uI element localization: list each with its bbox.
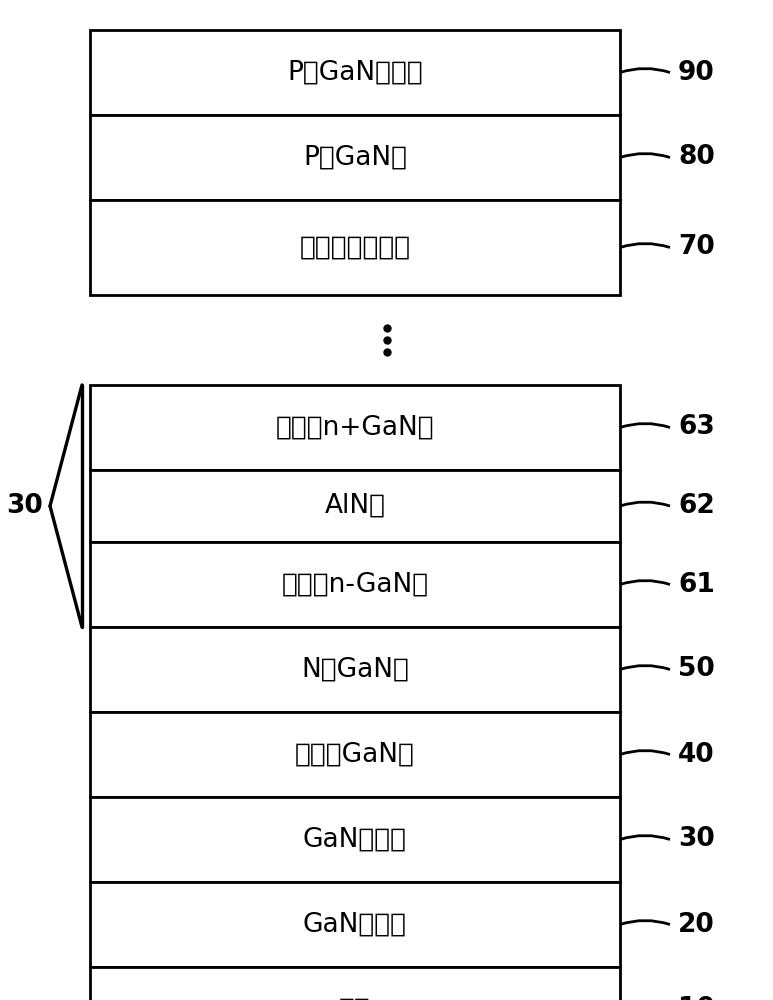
Text: P型GaN接触层: P型GaN接触层	[287, 60, 423, 86]
Text: 61: 61	[678, 572, 715, 597]
Bar	[90, 542, 620, 627]
Bar	[90, 797, 620, 882]
Bar	[90, 967, 620, 1000]
Text: 70: 70	[678, 234, 715, 260]
Bar	[90, 385, 620, 470]
Text: 62: 62	[678, 493, 715, 519]
Text: 40: 40	[678, 742, 714, 768]
Bar	[90, 115, 620, 200]
Text: GaN成核层: GaN成核层	[303, 912, 407, 938]
Text: N型GaN层: N型GaN层	[301, 656, 409, 682]
Text: 多量子阱发光层: 多量子阱发光层	[299, 234, 410, 260]
Text: 轻掺杂n-GaN层: 轻掺杂n-GaN层	[281, 572, 428, 597]
Bar	[90, 470, 620, 542]
Text: 重掺杂n+GaN层: 重掺杂n+GaN层	[276, 414, 434, 440]
Bar	[90, 712, 620, 797]
Text: 10: 10	[678, 996, 715, 1000]
Text: 非掺杂GaN层: 非掺杂GaN层	[295, 742, 415, 768]
Text: 80: 80	[678, 144, 715, 170]
Text: 衬底: 衬底	[339, 996, 371, 1000]
Text: 30: 30	[678, 826, 715, 852]
Text: 50: 50	[678, 656, 715, 682]
Text: P型GaN层: P型GaN层	[303, 144, 407, 170]
Bar	[90, 627, 620, 712]
Text: 30: 30	[7, 493, 43, 519]
Bar	[90, 882, 620, 967]
Text: 63: 63	[678, 414, 715, 440]
Text: GaN缓冲层: GaN缓冲层	[303, 826, 407, 852]
Bar	[90, 200, 620, 295]
Text: 20: 20	[678, 912, 715, 938]
Text: 90: 90	[678, 60, 715, 86]
Text: AlN层: AlN层	[325, 493, 386, 519]
Bar	[90, 30, 620, 115]
